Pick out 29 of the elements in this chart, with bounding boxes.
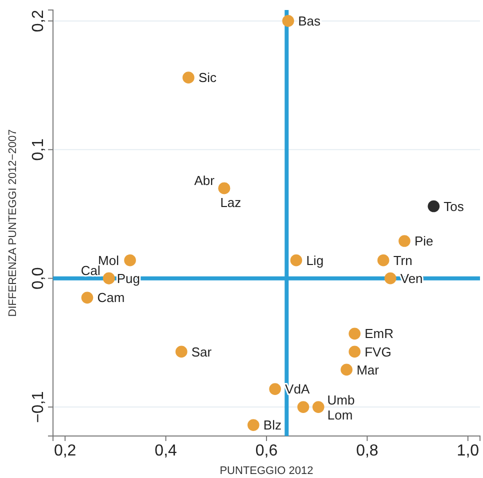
annotation: Tos (444, 198, 464, 214)
y-tick-label: −0,1 (30, 391, 47, 423)
x-tick-label: 0,4 (154, 442, 178, 460)
annotation: Abr (194, 172, 216, 188)
annotation: Laz (220, 194, 242, 210)
x-tick-label: 1,0 (456, 442, 480, 460)
x-tick-label: 0,6 (255, 442, 278, 460)
annotation: Lig (306, 252, 324, 268)
annotation: Trn (393, 252, 412, 268)
x-tick-label: 0,8 (356, 442, 378, 460)
y-tick-label: 0,2 (30, 10, 47, 32)
annotation: Lom (327, 408, 353, 423)
x-axis-title: PUNTEGGIO 2012 (220, 465, 314, 477)
y-tick-label: 0,0 (30, 267, 47, 290)
annotation: Pie (414, 234, 434, 249)
y-axis-title: DIFFERENZA PUNTEGGI 2012−2007 (7, 129, 19, 317)
x-tick-label: 0,2 (54, 442, 76, 460)
annotation: Mar (356, 362, 380, 378)
annotation: Sar (191, 344, 212, 360)
y-tick-label: 0,1 (30, 138, 47, 161)
annotation: Cal (80, 262, 101, 278)
annotation: EmR (364, 326, 394, 342)
annotation: Bas (298, 13, 322, 28)
annotation: Sic (198, 70, 218, 86)
annotation: Cam (97, 290, 125, 306)
annotation: FVG (364, 344, 392, 360)
annotation: Blz (263, 418, 282, 433)
annotation: Mol (98, 252, 120, 268)
annotation: Umb (327, 392, 355, 408)
